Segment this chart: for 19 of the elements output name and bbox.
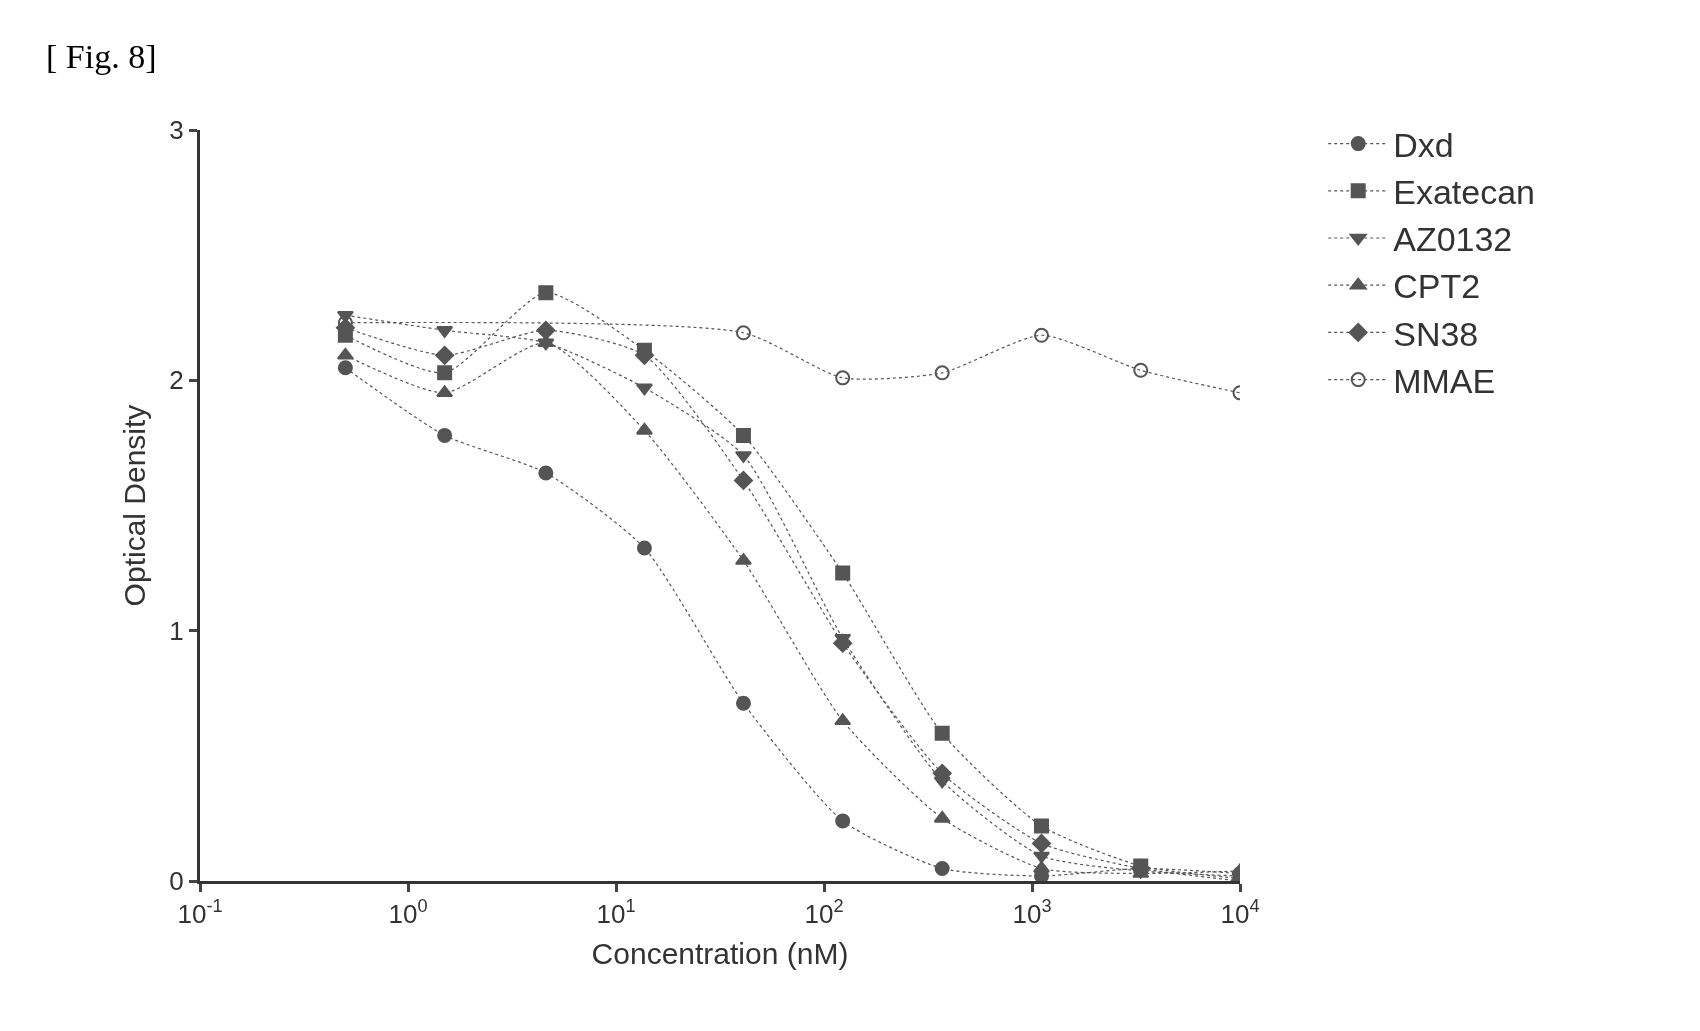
x-tick-label: 10$^{-1}$	[177, 896, 223, 930]
x-axis-title: Concentration (nM)	[591, 936, 849, 970]
y-tick-label: 0	[169, 866, 184, 897]
y-tick-label: 2	[169, 365, 184, 396]
legend-label: AZ0132	[1393, 220, 1513, 259]
legend-label: SN38	[1393, 314, 1479, 353]
legend-label: Dxd	[1393, 125, 1454, 164]
legend-label: MMAE	[1393, 361, 1496, 400]
legend-label: CPT2	[1393, 267, 1481, 306]
text: [ Fig. 8]	[46, 38, 157, 75]
y-tick-label: 1	[169, 615, 184, 646]
x-tick-label: 10$^{3}$	[1012, 896, 1052, 930]
x-tick-label: 10$^{2}$	[804, 896, 844, 930]
y-axis-title: Optical Density	[118, 404, 152, 607]
legend-label: Exatecan	[1393, 173, 1535, 212]
x-tick-label: 10$^{0}$	[388, 896, 428, 930]
x-tick-label: 10$^{1}$	[596, 896, 636, 930]
x-tick-label: 10$^{4}$	[1220, 896, 1260, 930]
y-tick-label: 3	[169, 115, 184, 146]
